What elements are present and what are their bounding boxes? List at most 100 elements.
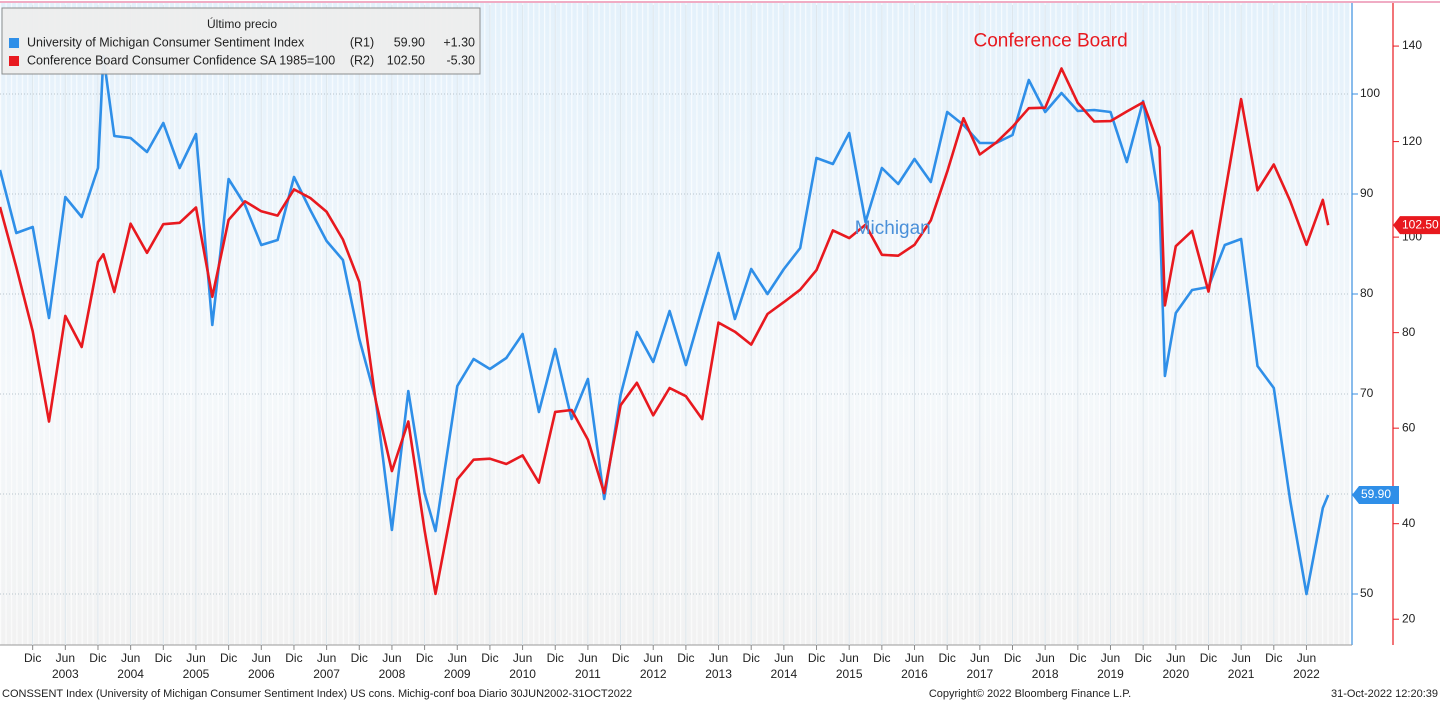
x-tick-label: Jun bbox=[317, 651, 336, 665]
y-tick-label: 50 bbox=[1360, 586, 1374, 600]
x-tick-label: Dic bbox=[873, 651, 890, 665]
x-year-label: 2012 bbox=[640, 667, 667, 681]
x-year-label: 2009 bbox=[444, 667, 471, 681]
grid bbox=[0, 5, 1350, 645]
legend: Último precio University of Michigan Con… bbox=[1, 7, 481, 75]
x-tick-label: Jun bbox=[905, 651, 924, 665]
x-tick-label: Jun bbox=[513, 651, 532, 665]
y-tick-label: 70 bbox=[1360, 386, 1374, 400]
footer: CONSSENT Index (University of Michigan C… bbox=[2, 688, 1438, 700]
y2-tick-label: 140 bbox=[1402, 38, 1422, 52]
x-tick-label: Jun bbox=[774, 651, 793, 665]
legend-name: University of Michigan Consumer Sentimen… bbox=[27, 35, 305, 49]
series-line bbox=[0, 54, 1330, 596]
y2-tick-label: 80 bbox=[1402, 325, 1416, 339]
x-tick-label: Jun bbox=[1035, 651, 1054, 665]
x-year-label: 2015 bbox=[836, 667, 863, 681]
legend-title: Último precio bbox=[207, 16, 277, 31]
annotation: Michigan bbox=[855, 218, 931, 239]
x-tick-label: Dic bbox=[24, 651, 41, 665]
x-tick-label: Jun bbox=[1166, 651, 1185, 665]
legend-box bbox=[1, 7, 481, 75]
x-tick-label: Jun bbox=[448, 651, 467, 665]
x-year-label: 2003 bbox=[52, 667, 79, 681]
legend-last-price: 102.50 bbox=[387, 53, 425, 67]
x-tick-label: Dic bbox=[808, 651, 825, 665]
last-price-tag bbox=[1393, 216, 1440, 235]
x-tick-label: Dic bbox=[416, 651, 433, 665]
footer-right: 31-Oct-2022 12:20:39 bbox=[1331, 688, 1438, 700]
x-year-label: 2010 bbox=[509, 667, 536, 681]
annotation: Conference Board bbox=[973, 30, 1127, 51]
x-tick-label: Dic bbox=[612, 651, 629, 665]
x-tick-label: Jun bbox=[970, 651, 989, 665]
x-year-label: 2020 bbox=[1162, 667, 1189, 681]
x-year-label: 2018 bbox=[1032, 667, 1059, 681]
footer-left: CONSSENT Index (University of Michigan C… bbox=[2, 688, 632, 700]
x-tick-label: Jun bbox=[1297, 651, 1316, 665]
y2-tick-label: 120 bbox=[1402, 134, 1422, 148]
x-tick-label: Dic bbox=[481, 651, 498, 665]
legend-name: Conference Board Consumer Confidence SA … bbox=[27, 53, 335, 67]
x-tick-label: Jun bbox=[578, 651, 597, 665]
plot-stripes bbox=[0, 3, 1350, 645]
x-tick-label: Dic bbox=[743, 651, 760, 665]
series-line bbox=[0, 67, 1330, 596]
x-tick-label: Dic bbox=[89, 651, 106, 665]
x-tick-label: Jun bbox=[709, 651, 728, 665]
x-year-label: 2017 bbox=[966, 667, 993, 681]
axes: 506070809010020406080100120140DicJunDicJ… bbox=[24, 30, 1440, 681]
y-tick-label: 80 bbox=[1360, 286, 1374, 300]
x-tick-label: Jun bbox=[840, 651, 859, 665]
x-year-label: 2006 bbox=[248, 667, 275, 681]
x-tick-label: Dic bbox=[1069, 651, 1086, 665]
x-tick-label: Jun bbox=[1231, 651, 1250, 665]
lines bbox=[0, 54, 1330, 596]
x-tick-label: Dic bbox=[1265, 651, 1282, 665]
x-year-label: 2011 bbox=[575, 667, 601, 681]
x-tick-label: Dic bbox=[1134, 651, 1151, 665]
x-tick-label: Jun bbox=[121, 651, 140, 665]
y2-tick-label: 60 bbox=[1402, 420, 1416, 434]
y-tick-label: 100 bbox=[1360, 86, 1380, 100]
x-tick-label: Dic bbox=[939, 651, 956, 665]
x-year-label: 2014 bbox=[771, 667, 798, 681]
x-year-label: 2005 bbox=[183, 667, 210, 681]
x-year-label: 2004 bbox=[117, 667, 144, 681]
legend-change: +1.30 bbox=[443, 35, 475, 49]
x-tick-label: Jun bbox=[382, 651, 401, 665]
y2-tick-label: 20 bbox=[1402, 611, 1416, 625]
x-tick-label: Dic bbox=[1004, 651, 1021, 665]
x-tick-label: Dic bbox=[677, 651, 694, 665]
x-year-label: 2008 bbox=[379, 667, 406, 681]
x-tick-label: Jun bbox=[1101, 651, 1120, 665]
last-price-label: 102.50 bbox=[1402, 217, 1439, 231]
legend-axis-tag: (R2) bbox=[350, 53, 374, 67]
legend-axis-tag: (R1) bbox=[350, 35, 374, 49]
y-tick-label: 90 bbox=[1360, 186, 1374, 200]
x-tick-label: Dic bbox=[547, 651, 564, 665]
x-year-label: 2021 bbox=[1228, 667, 1255, 681]
footer-center: Copyright© 2022 Bloomberg Finance L.P. bbox=[929, 688, 1131, 700]
x-tick-label: Jun bbox=[56, 651, 75, 665]
legend-swatch bbox=[9, 56, 19, 66]
x-tick-label: Jun bbox=[186, 651, 205, 665]
x-tick-label: Dic bbox=[351, 651, 368, 665]
x-year-label: 2022 bbox=[1293, 667, 1320, 681]
last-price-label: 59.90 bbox=[1361, 487, 1391, 501]
x-year-label: 2013 bbox=[705, 667, 732, 681]
legend-last-price: 59.90 bbox=[394, 35, 425, 49]
x-year-label: 2016 bbox=[901, 667, 928, 681]
last-price-tag bbox=[1352, 486, 1399, 504]
legend-change: -5.30 bbox=[447, 53, 476, 67]
x-tick-label: Dic bbox=[285, 651, 302, 665]
x-tick-label: Jun bbox=[644, 651, 663, 665]
x-tick-label: Dic bbox=[155, 651, 172, 665]
x-tick-label: Jun bbox=[252, 651, 271, 665]
x-year-label: 2007 bbox=[313, 667, 340, 681]
legend-swatch bbox=[9, 38, 19, 48]
y2-tick-label: 40 bbox=[1402, 516, 1416, 530]
x-tick-label: Dic bbox=[220, 651, 237, 665]
x-year-label: 2019 bbox=[1097, 667, 1124, 681]
